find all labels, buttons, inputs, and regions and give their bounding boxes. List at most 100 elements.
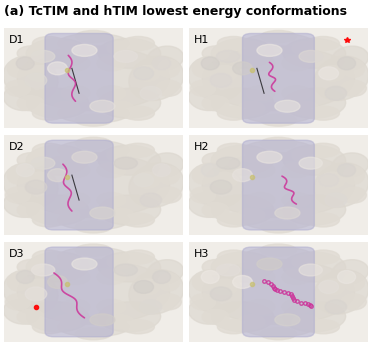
Ellipse shape (299, 51, 322, 62)
Ellipse shape (292, 208, 319, 222)
Ellipse shape (282, 86, 311, 101)
Ellipse shape (238, 208, 265, 222)
Text: H3: H3 (194, 249, 209, 259)
Ellipse shape (341, 294, 366, 310)
Ellipse shape (17, 260, 44, 274)
Ellipse shape (191, 80, 216, 96)
Ellipse shape (31, 51, 55, 62)
Ellipse shape (314, 56, 369, 100)
Ellipse shape (98, 195, 161, 225)
Ellipse shape (97, 86, 126, 101)
Ellipse shape (212, 279, 237, 295)
Ellipse shape (53, 101, 80, 115)
Ellipse shape (188, 193, 225, 218)
Ellipse shape (26, 38, 89, 68)
Ellipse shape (257, 258, 282, 270)
Ellipse shape (25, 73, 47, 87)
Ellipse shape (338, 57, 356, 70)
Ellipse shape (314, 163, 369, 207)
Ellipse shape (202, 96, 229, 111)
Ellipse shape (107, 41, 134, 56)
Ellipse shape (260, 137, 296, 149)
Ellipse shape (218, 106, 250, 120)
Ellipse shape (58, 317, 130, 337)
Ellipse shape (158, 59, 179, 77)
Ellipse shape (53, 41, 80, 56)
Ellipse shape (129, 56, 184, 100)
Ellipse shape (243, 247, 314, 267)
Ellipse shape (75, 137, 111, 149)
Ellipse shape (107, 148, 134, 162)
Ellipse shape (201, 164, 219, 177)
Ellipse shape (17, 153, 44, 168)
Ellipse shape (218, 320, 250, 334)
Ellipse shape (307, 213, 339, 227)
Ellipse shape (202, 153, 355, 218)
Ellipse shape (53, 208, 80, 222)
Text: D1: D1 (9, 36, 24, 46)
Ellipse shape (320, 172, 345, 188)
Ellipse shape (17, 153, 170, 218)
Ellipse shape (238, 148, 265, 162)
Ellipse shape (107, 208, 134, 222)
Text: D3: D3 (9, 249, 24, 259)
Ellipse shape (58, 33, 130, 53)
Ellipse shape (3, 299, 40, 324)
Ellipse shape (233, 276, 252, 288)
Ellipse shape (61, 163, 90, 178)
Ellipse shape (58, 210, 130, 230)
Ellipse shape (98, 252, 161, 282)
Ellipse shape (211, 145, 274, 175)
Ellipse shape (343, 166, 364, 184)
Ellipse shape (156, 294, 181, 310)
Ellipse shape (238, 255, 265, 269)
Ellipse shape (153, 271, 171, 283)
Ellipse shape (7, 273, 29, 291)
Ellipse shape (27, 66, 52, 81)
Ellipse shape (246, 86, 275, 101)
Ellipse shape (320, 279, 345, 295)
Ellipse shape (134, 67, 154, 80)
Ellipse shape (238, 315, 265, 329)
Ellipse shape (211, 195, 274, 225)
Ellipse shape (16, 164, 34, 177)
Ellipse shape (210, 73, 232, 87)
Ellipse shape (275, 314, 300, 326)
Ellipse shape (191, 294, 216, 310)
Ellipse shape (299, 264, 322, 276)
Ellipse shape (202, 260, 229, 274)
Ellipse shape (135, 66, 160, 81)
Ellipse shape (260, 221, 296, 233)
Ellipse shape (307, 250, 339, 264)
Ellipse shape (48, 62, 67, 75)
Ellipse shape (282, 56, 311, 71)
Ellipse shape (283, 145, 346, 175)
Ellipse shape (33, 213, 65, 227)
Ellipse shape (114, 157, 137, 169)
Ellipse shape (98, 302, 161, 332)
Ellipse shape (233, 62, 252, 75)
FancyBboxPatch shape (45, 247, 113, 337)
Ellipse shape (61, 193, 90, 208)
Ellipse shape (282, 193, 311, 208)
Ellipse shape (140, 193, 162, 207)
Ellipse shape (319, 174, 339, 187)
Ellipse shape (33, 106, 65, 120)
Ellipse shape (307, 320, 339, 334)
Ellipse shape (201, 57, 219, 70)
Ellipse shape (292, 148, 319, 162)
Ellipse shape (292, 41, 319, 56)
Ellipse shape (158, 273, 179, 291)
Ellipse shape (3, 163, 58, 207)
Ellipse shape (341, 187, 366, 203)
Ellipse shape (275, 100, 300, 112)
Ellipse shape (58, 247, 130, 267)
Ellipse shape (325, 86, 347, 100)
Ellipse shape (202, 309, 229, 324)
Ellipse shape (292, 255, 319, 269)
Ellipse shape (332, 260, 369, 284)
Ellipse shape (140, 300, 162, 314)
Ellipse shape (122, 213, 154, 227)
Ellipse shape (257, 44, 282, 56)
Ellipse shape (25, 287, 47, 301)
